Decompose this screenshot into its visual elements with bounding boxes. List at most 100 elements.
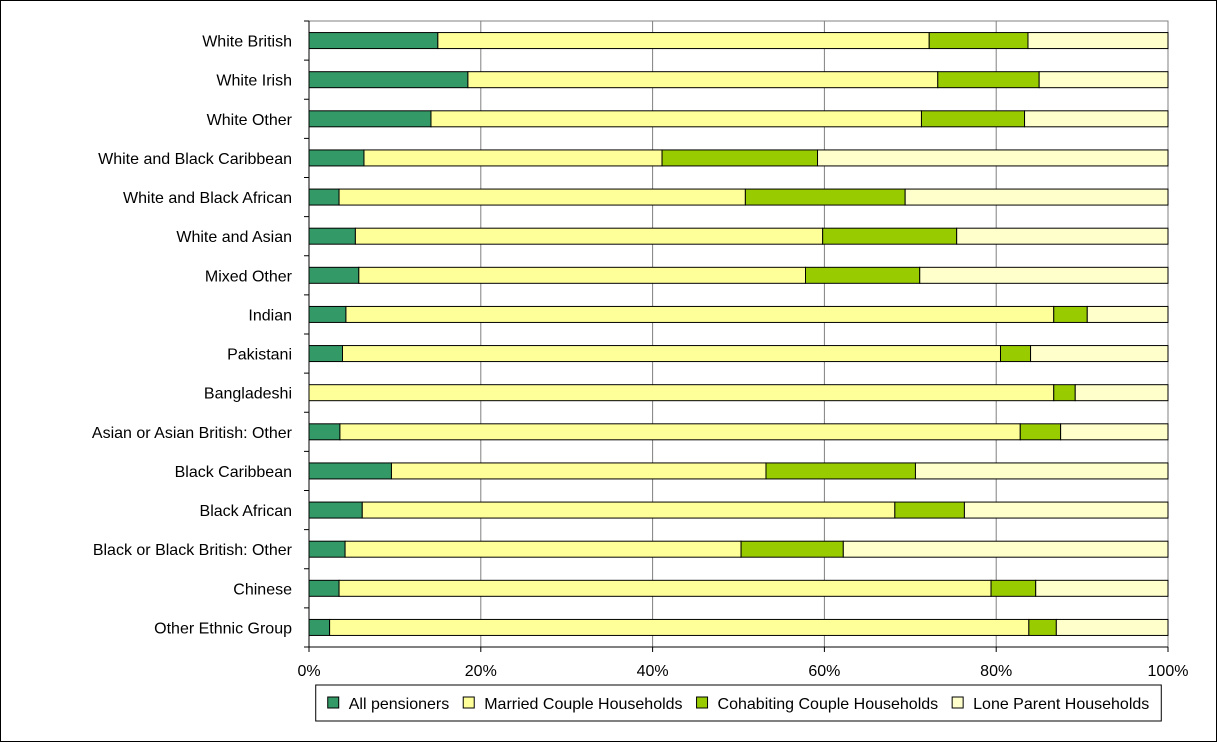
legend-swatch xyxy=(696,696,709,709)
category-label: Mixed Other xyxy=(205,268,293,285)
bar-segment-cohabiting-couple-households xyxy=(920,110,1026,128)
category-label: White British xyxy=(202,34,292,51)
bar-segment-cohabiting-couple-households xyxy=(740,540,844,558)
x-tick-label: 0% xyxy=(297,663,320,680)
bar-segment-lone-parent-households xyxy=(1038,71,1169,89)
bar-segment-married-couple-households xyxy=(344,540,742,558)
bar-segment-lone-parent-households xyxy=(1055,618,1169,636)
bar-segment-lone-parent-households xyxy=(1060,423,1169,441)
bar-segment-married-couple-households xyxy=(339,423,1021,441)
bar-segment-married-couple-households xyxy=(358,266,807,284)
category-label: White Irish xyxy=(216,73,292,90)
bar-segment-married-couple-households xyxy=(467,71,939,89)
bar-segment-married-couple-households xyxy=(361,501,896,519)
legend: All pensioners Married Couple Households C… xyxy=(315,684,1162,722)
legend-swatch xyxy=(327,696,340,709)
category-label: Black Caribbean xyxy=(175,464,292,481)
x-tick-label: 40% xyxy=(637,663,669,680)
x-tick-label: 80% xyxy=(980,663,1012,680)
bar-segment-cohabiting-couple-households xyxy=(999,345,1032,363)
legend-swatch xyxy=(462,696,475,709)
bar-segment-all-pensioners xyxy=(308,618,331,636)
category-label: Other Ethnic Group xyxy=(154,620,292,637)
category-label: White and Black Caribbean xyxy=(98,151,292,168)
bar-segment-married-couple-households xyxy=(329,618,1030,636)
bar-segment-lone-parent-households xyxy=(963,501,1169,519)
bar-segment-cohabiting-couple-households xyxy=(894,501,965,519)
x-tick-label: 100% xyxy=(1148,663,1189,680)
bar-segment-lone-parent-households xyxy=(914,462,1169,480)
bar-segment-all-pensioners xyxy=(308,579,340,597)
bar-segment-cohabiting-couple-households xyxy=(661,149,819,167)
bar-segment-married-couple-households xyxy=(437,32,930,50)
bar-segment-lone-parent-households xyxy=(1086,305,1169,323)
legend-label: Married Couple Households xyxy=(484,696,682,713)
bar-segment-married-couple-households xyxy=(338,188,746,206)
category-label: Black African xyxy=(200,503,292,520)
bar-segment-married-couple-households xyxy=(345,305,1055,323)
category-label: Asian or Asian British: Other xyxy=(92,425,293,442)
bar-segment-cohabiting-couple-households xyxy=(822,227,958,245)
bar-segment-cohabiting-couple-households xyxy=(765,462,916,480)
bar-segment-all-pensioners xyxy=(308,305,347,323)
category-label: White Other xyxy=(207,112,293,129)
x-tick-label: 20% xyxy=(465,663,497,680)
bar-segment-married-couple-households xyxy=(363,149,663,167)
category-label: Chinese xyxy=(233,581,292,598)
bar-segment-married-couple-households xyxy=(308,384,1055,402)
bar-segment-married-couple-households xyxy=(338,579,992,597)
category-label: Indian xyxy=(248,307,292,324)
axes xyxy=(304,20,1169,652)
bar-segment-lone-parent-households xyxy=(904,188,1169,206)
bar-segment-all-pensioners xyxy=(308,501,363,519)
bar-segment-married-couple-households xyxy=(342,345,1001,363)
bar-segment-lone-parent-households xyxy=(842,540,1169,558)
bar-segment-cohabiting-couple-households xyxy=(1019,423,1062,441)
bar-segment-cohabiting-couple-households xyxy=(1053,305,1088,323)
bar-segment-all-pensioners xyxy=(308,266,360,284)
legend-item: Lone Parent Households xyxy=(951,696,1149,713)
legend-swatch xyxy=(951,696,964,709)
bar-segment-all-pensioners xyxy=(308,345,344,363)
bar-segment-cohabiting-couple-households xyxy=(805,266,921,284)
legend-item: Married Couple Households xyxy=(462,696,683,713)
category-label: White and Black African xyxy=(123,190,292,207)
bar-segment-lone-parent-households xyxy=(1030,345,1169,363)
bar-segment-all-pensioners xyxy=(308,188,340,206)
bar-segment-cohabiting-couple-households xyxy=(990,579,1037,597)
category-label: Black or Black British: Other xyxy=(93,542,293,559)
bar-segment-lone-parent-households xyxy=(919,266,1169,284)
category-label: Bangladeshi xyxy=(204,386,292,403)
bar-segment-all-pensioners xyxy=(308,32,439,50)
legend-label: All pensioners xyxy=(349,696,450,713)
legend-box xyxy=(315,684,1162,722)
bar-segment-cohabiting-couple-households xyxy=(937,71,1040,89)
bar-segment-married-couple-households xyxy=(354,227,824,245)
bar-segment-cohabiting-couple-households xyxy=(928,32,1029,50)
bars xyxy=(308,32,1169,636)
legend-label: Cohabiting Couple Households xyxy=(718,696,939,713)
category-label: Pakistani xyxy=(227,347,292,364)
bar-segment-lone-parent-households xyxy=(817,149,1169,167)
bar-segment-all-pensioners xyxy=(308,149,365,167)
bar-segment-all-pensioners xyxy=(308,540,346,558)
bar-segment-lone-parent-households xyxy=(1024,110,1169,128)
legend-item: All pensioners xyxy=(327,696,450,713)
bar-segment-lone-parent-households xyxy=(1035,579,1169,597)
bar-segment-married-couple-households xyxy=(430,110,922,128)
legend-label: Lone Parent Households xyxy=(973,696,1149,713)
bar-segment-cohabiting-couple-households xyxy=(1053,384,1076,402)
bar-segment-all-pensioners xyxy=(308,423,341,441)
bar-segment-married-couple-households xyxy=(390,462,767,480)
bar-segment-cohabiting-couple-households xyxy=(1028,618,1057,636)
bar-segment-all-pensioners xyxy=(308,71,469,89)
category-label: White and Asian xyxy=(176,229,292,246)
labels: 0% 20% 40% 60% 80% 100% White British White Iri… xyxy=(92,34,1189,680)
bar-segment-all-pensioners xyxy=(308,227,356,245)
bar-segment-all-pensioners xyxy=(308,462,392,480)
legend-item: Cohabiting Couple Households xyxy=(696,696,939,713)
x-tick-label: 60% xyxy=(808,663,840,680)
bar-segment-lone-parent-households xyxy=(1027,32,1169,50)
